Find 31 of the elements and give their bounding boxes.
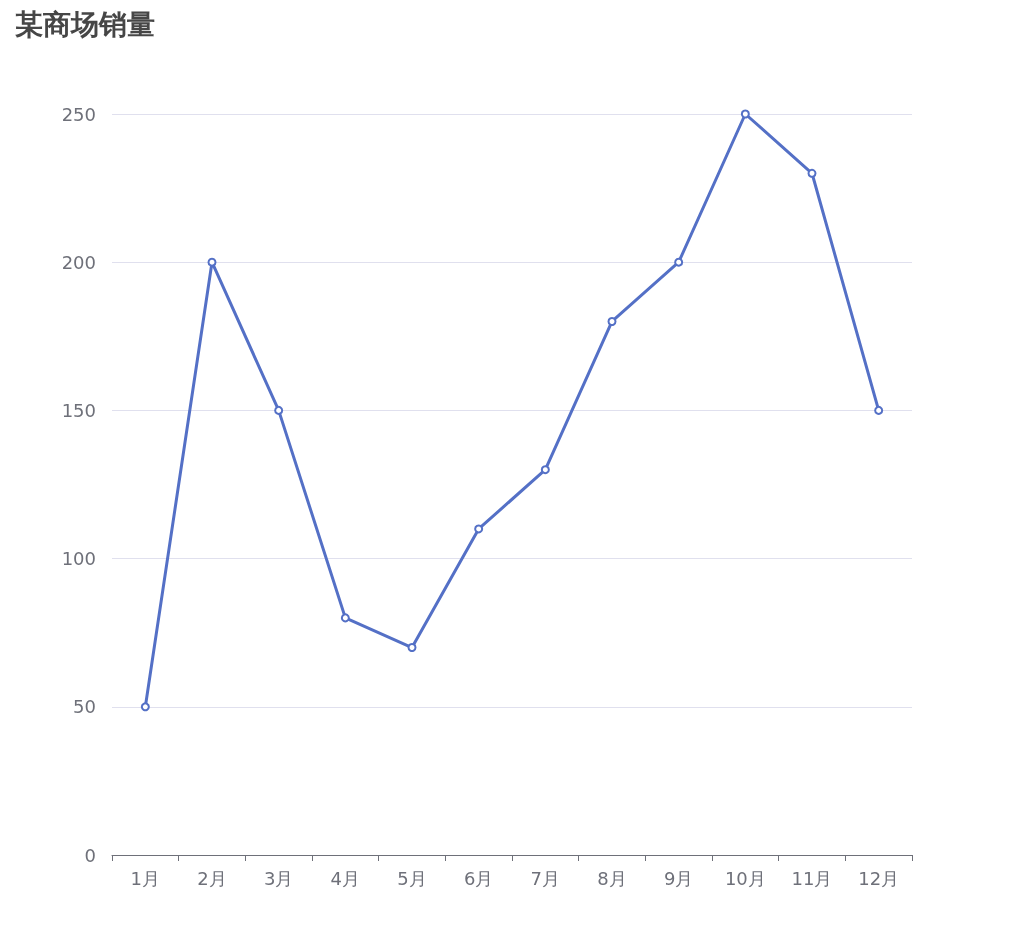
x-tick-label: 11月 [791, 867, 833, 889]
y-tick-label: 250 [61, 103, 96, 125]
point [740, 109, 750, 119]
point [540, 465, 550, 475]
x-tick-label: 12月 [858, 867, 900, 889]
x-tick-label: 3月 [263, 867, 294, 889]
point [207, 257, 217, 267]
x-tick-label: 1月 [130, 867, 161, 889]
y-tick-label: 50 [73, 696, 96, 718]
x-tick-label: 7月 [530, 867, 561, 889]
point [340, 613, 350, 623]
point [674, 257, 684, 267]
x-tick-label: 9月 [663, 867, 694, 889]
point [274, 405, 284, 415]
x-tick-label: 2月 [197, 867, 227, 889]
point [140, 702, 150, 712]
y-tick-label: 0 [84, 844, 96, 866]
y-tick-label: 200 [61, 251, 96, 273]
x-tick-label: 5月 [397, 867, 427, 889]
y-tick-label: 100 [61, 548, 96, 570]
point [474, 524, 484, 534]
x-tick-label: 8月 [597, 867, 627, 889]
point [874, 405, 884, 415]
y-tick-label: 150 [61, 399, 96, 421]
chart-title: 某商场销量 [15, 7, 155, 41]
x-tick-label: 6月 [463, 867, 494, 889]
x-tick-label: 10月 [724, 867, 766, 889]
point [807, 168, 817, 178]
point [407, 643, 417, 653]
point [607, 316, 617, 326]
x-tick-label: 4月 [330, 867, 361, 889]
